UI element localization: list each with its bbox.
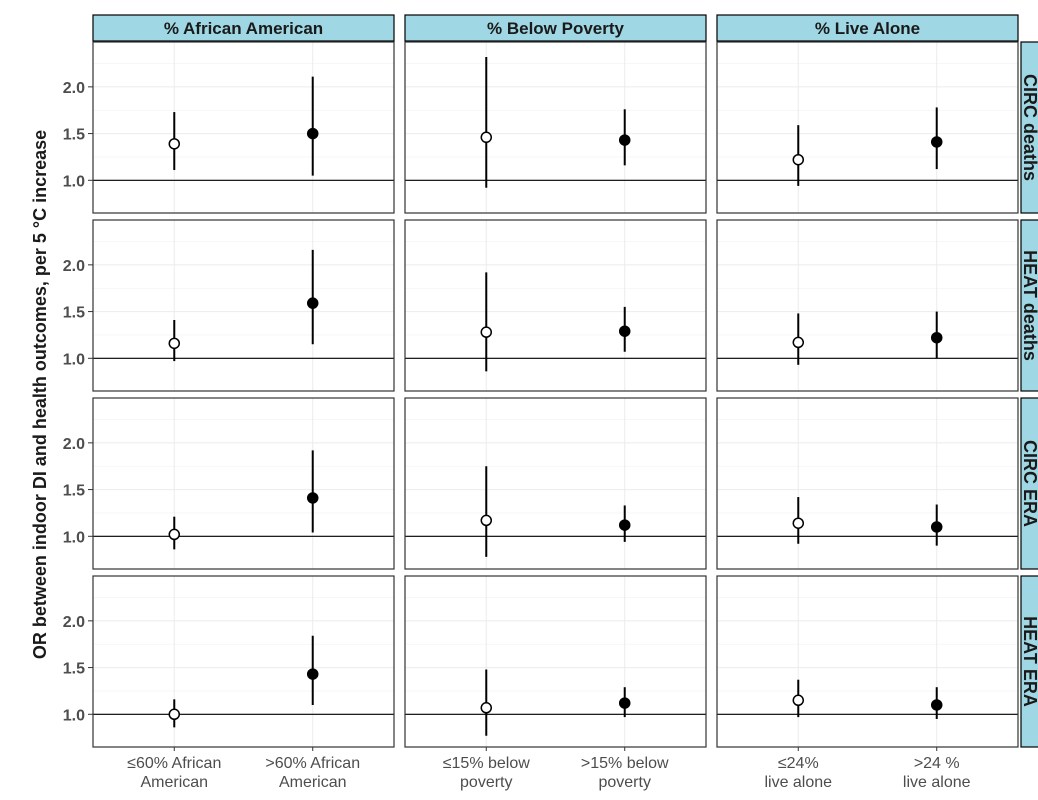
row-strip-label-group: CIRC ERA: [1020, 440, 1038, 527]
odds-ratio-point: [306, 492, 319, 504]
odds-ratio-point: [618, 134, 631, 146]
panel-background: [93, 220, 394, 391]
odds-ratio-point: [792, 517, 805, 529]
row-strip-label-group: CIRC deaths: [1020, 74, 1038, 181]
y-axis-title: OR between indoor DI and health outcomes…: [30, 130, 50, 659]
column-strip-label: % Below Poverty: [487, 19, 625, 38]
x-tick-label: live alone: [903, 774, 971, 791]
x-tick-label: American: [140, 774, 208, 791]
odds-ratio-point: [930, 331, 943, 344]
y-tick-label: 2.0: [63, 436, 85, 453]
panel-border: [404, 219, 707, 392]
odds-ratio-point: [306, 297, 319, 309]
odds-ratio-point: [168, 138, 181, 150]
row-strip: [1020, 397, 1038, 570]
odds-ratio-point: [480, 326, 493, 338]
x-tick-label: ≤15% below: [443, 755, 531, 772]
panel-border: [716, 575, 1019, 748]
odds-ratio-point: [168, 337, 181, 350]
panel-background: [93, 576, 394, 747]
y-tick-label: 1.5: [63, 127, 85, 144]
y-tick-label: 2.0: [63, 80, 85, 97]
odds-ratio-point: [930, 136, 943, 148]
odds-ratio-point: [480, 702, 493, 714]
row-strip-label: HEAT ERA: [1020, 616, 1038, 707]
panel-border: [404, 397, 707, 570]
panel-background: [405, 42, 706, 213]
panel-border: [716, 219, 1019, 392]
x-tick-label: ≤60% African: [127, 755, 221, 772]
panel-background: [93, 398, 394, 569]
y-tick-label: 1.5: [63, 305, 85, 322]
y-tick-label: 2.0: [63, 258, 85, 275]
panel-border: [404, 575, 707, 748]
row-strip: [1020, 41, 1038, 214]
odds-ratio-point: [168, 528, 181, 541]
panel-border: [716, 41, 1019, 214]
odds-ratio-point: [306, 127, 319, 140]
panel-background: [405, 398, 706, 569]
panel-background: [717, 398, 1018, 569]
panel-border: [716, 397, 1019, 570]
column-strip-label: % Live Alone: [815, 19, 920, 38]
x-tick-label: >15% below: [581, 755, 669, 772]
x-tick-label: poverty: [598, 774, 650, 791]
row-strip: [1020, 219, 1038, 392]
panel-background: [717, 220, 1018, 391]
odds-ratio-point: [930, 521, 943, 533]
x-tick-label: American: [279, 774, 347, 791]
y-tick-label: 1.0: [63, 351, 85, 368]
row-strip-label: HEAT deaths: [1020, 250, 1038, 361]
panel-border: [92, 219, 395, 392]
odds-ratio-point: [792, 153, 805, 166]
y-tick-label: 1.0: [63, 173, 85, 190]
odds-ratio-point: [618, 697, 631, 709]
y-tick-label: 1.5: [63, 483, 85, 500]
x-tick-label: live alone: [764, 774, 832, 791]
x-tick-label: ≤24%: [778, 755, 819, 772]
odds-ratio-point: [618, 519, 631, 531]
row-strip: [1020, 575, 1038, 748]
odds-ratio-point: [306, 668, 319, 680]
panel-border: [404, 41, 707, 214]
odds-ratio-point: [930, 699, 943, 711]
odds-ratio-point: [168, 708, 181, 721]
odds-ratio-point: [480, 514, 493, 527]
odds-ratio-point: [792, 694, 805, 707]
y-tick-label: 2.0: [63, 614, 85, 631]
panel-background: [405, 220, 706, 391]
row-strip-label-group: HEAT deaths: [1020, 250, 1038, 361]
panel-border: [92, 397, 395, 570]
y-tick-label: 1.0: [63, 707, 85, 724]
panel-background: [717, 576, 1018, 747]
column-strip-label: % African American: [164, 19, 323, 38]
y-tick-label: 1.5: [63, 661, 85, 678]
column-strip: [404, 14, 707, 42]
panel-background: [717, 42, 1018, 213]
column-strip: [92, 14, 395, 42]
odds-ratio-point: [480, 131, 493, 144]
y-tick-label: 1.0: [63, 529, 85, 546]
x-tick-label: poverty: [460, 774, 512, 791]
panel-background: [405, 576, 706, 747]
panel-border: [92, 575, 395, 748]
odds-ratio-point: [792, 336, 805, 349]
row-strip-label: CIRC ERA: [1020, 440, 1038, 527]
row-strip-label-group: HEAT ERA: [1020, 616, 1038, 707]
row-strip-label: CIRC deaths: [1020, 74, 1038, 181]
x-tick-label: >24 %: [914, 755, 960, 772]
column-strip: [716, 14, 1019, 42]
panel-background: [93, 42, 394, 213]
x-tick-label: >60% African: [265, 755, 360, 772]
odds-ratio-point: [618, 325, 631, 337]
panel-border: [92, 41, 395, 214]
